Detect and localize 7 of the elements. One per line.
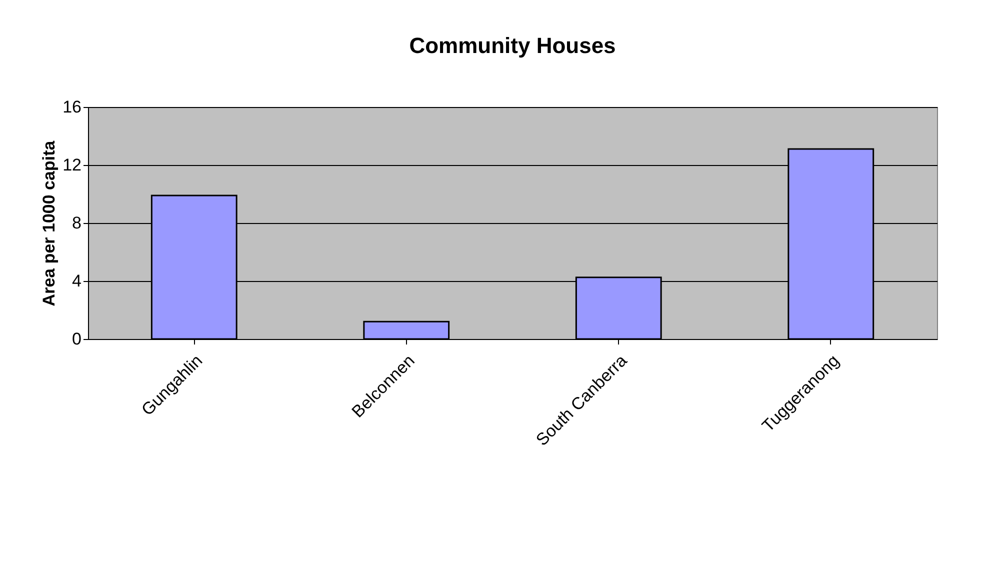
y-axis-title: Area per 1000 capita — [40, 140, 59, 306]
y-tick-label: 12 — [62, 156, 82, 174]
y-tick-label: 4 — [72, 272, 82, 290]
y-tick-label: 0 — [72, 330, 82, 348]
y-tick-label: 16 — [62, 98, 82, 116]
chart-title: Community Houses — [409, 33, 616, 58]
y-tick-label: 8 — [72, 214, 82, 232]
